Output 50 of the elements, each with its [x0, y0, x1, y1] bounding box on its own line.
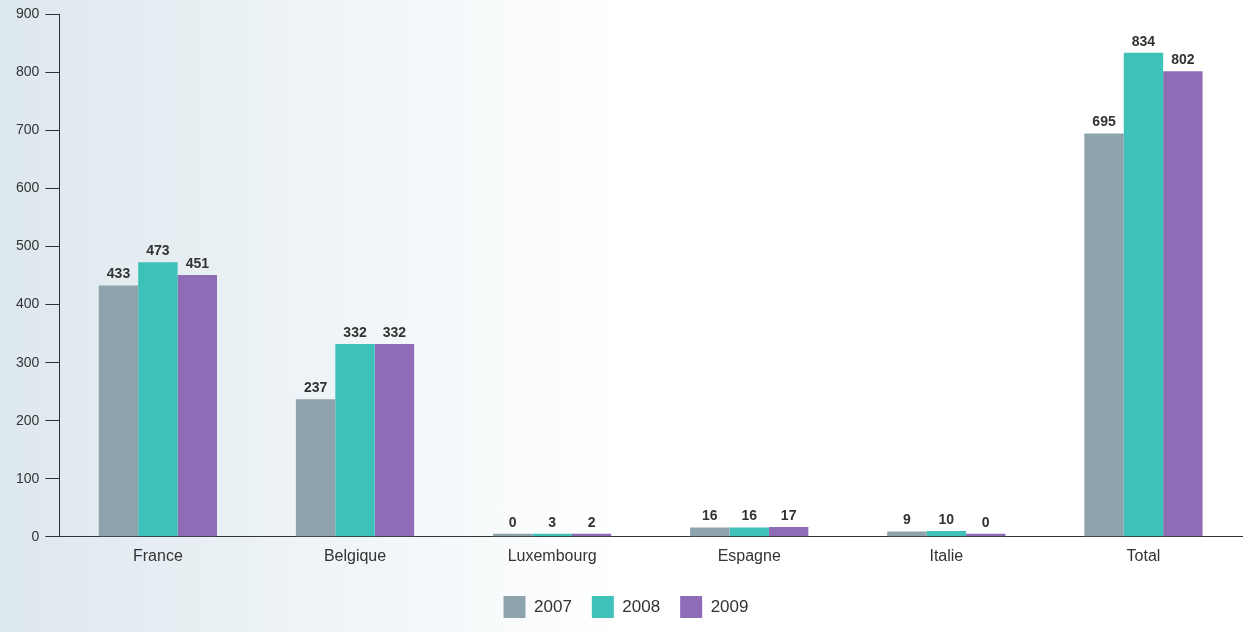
- data-label: 473: [146, 242, 170, 259]
- bar: [98, 285, 139, 537]
- x-tick-label: Total: [1126, 546, 1161, 564]
- y-tick-label: 400: [16, 295, 40, 312]
- data-label: 332: [343, 323, 367, 340]
- bar: [374, 344, 415, 537]
- bar: [926, 531, 967, 537]
- data-label: 834: [1131, 32, 1156, 49]
- bar: [1163, 71, 1203, 537]
- data-label: 433: [106, 265, 131, 282]
- legend-label: 2007: [534, 596, 572, 616]
- x-tick-label: Espagne: [717, 546, 781, 564]
- legend-label: 2009: [710, 596, 749, 616]
- data-label: 16: [741, 507, 758, 524]
- data-label: 3: [548, 513, 557, 530]
- data-label: 17: [780, 506, 797, 523]
- bar: [177, 275, 218, 537]
- y-tick-label: 900: [16, 5, 40, 22]
- data-label: 2: [587, 513, 596, 530]
- data-label: 237: [303, 379, 328, 396]
- x-tick-label: Belgique: [323, 546, 387, 564]
- data-label: 332: [382, 323, 407, 340]
- bar: [729, 527, 769, 537]
- bar: [335, 344, 375, 537]
- data-label: 0: [981, 513, 990, 530]
- bar: [1084, 133, 1124, 537]
- bar: [1123, 52, 1164, 537]
- data-label: 10: [938, 510, 955, 527]
- data-label: 802: [1171, 51, 1195, 68]
- data-label: 9: [903, 511, 912, 528]
- bar: [138, 262, 178, 537]
- data-label: 451: [185, 254, 210, 271]
- x-tick-label: France: [133, 546, 183, 564]
- y-tick-label: 100: [16, 469, 40, 486]
- y-tick-label: 0: [31, 527, 40, 544]
- y-tick-label: 800: [16, 63, 40, 80]
- y-tick-label: 500: [16, 237, 40, 254]
- y-tick-label: 700: [16, 121, 40, 138]
- bar: [295, 399, 336, 537]
- y-tick-label: 600: [16, 179, 40, 196]
- y-tick-label: 200: [16, 411, 40, 428]
- y-tick-label: 300: [16, 353, 40, 370]
- bar: [690, 527, 730, 537]
- data-label: 695: [1092, 113, 1116, 130]
- x-tick-label: Italie: [929, 546, 964, 564]
- x-tick-label: Luxembourg: [507, 546, 597, 564]
- legend-label: 2008: [622, 596, 661, 616]
- data-label: 16: [702, 507, 718, 524]
- bar: [768, 526, 809, 537]
- data-label: 0: [508, 513, 517, 530]
